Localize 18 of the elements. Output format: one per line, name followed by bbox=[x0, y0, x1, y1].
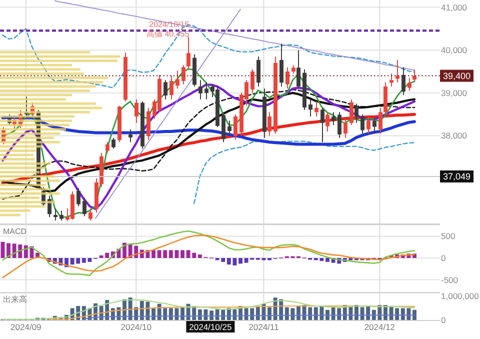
y-tick-label: 40,000 bbox=[441, 45, 468, 56]
x-tick-label: 2024/09 bbox=[10, 322, 42, 332]
annotation: 2024/10/25 bbox=[186, 321, 235, 332]
chart-title: MACD bbox=[3, 227, 27, 236]
y-tick-label: 1,000,000 bbox=[441, 290, 480, 301]
x-tick-label: 2024/11 bbox=[248, 322, 280, 332]
y-tick-label: 500 bbox=[441, 231, 456, 242]
y-tick-label: -500 bbox=[441, 274, 458, 285]
y-tick-label: 0 bbox=[441, 253, 446, 263]
chart-title: 出来高 bbox=[3, 295, 27, 304]
ref-line-label: 39,400 bbox=[443, 70, 471, 81]
ref-line-label: 37,049 bbox=[443, 172, 471, 182]
x-tick-label: 2024/10 bbox=[120, 322, 152, 332]
y-tick-label: 0 bbox=[441, 315, 446, 325]
y-tick-label: 38,000 bbox=[441, 130, 468, 141]
y-tick-label: 39,000 bbox=[441, 88, 468, 98]
y-tick-label: 41,000 bbox=[441, 2, 468, 12]
x-tick-label: 2024/12 bbox=[364, 322, 396, 332]
